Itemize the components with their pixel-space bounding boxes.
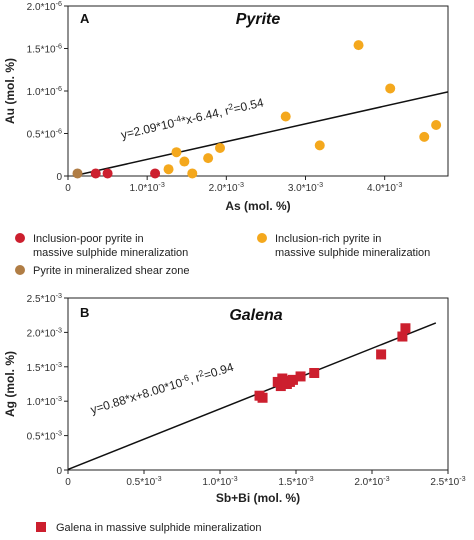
panel-a-data-point-series-0: [102, 168, 113, 179]
legend-label-inclusion-rich: Inclusion-rich pyrite in massive sulphide…: [275, 233, 430, 259]
panel-b-data-point-series-0: [397, 331, 408, 342]
panel-a-plot-frame: [67, 5, 449, 177]
panel-b-plot-frame: [67, 297, 449, 471]
legend-item-inclusion-rich: Inclusion-rich pyrite in massive sulphide…: [257, 233, 430, 259]
panel-a-data-point-series-1: [215, 142, 225, 153]
panel-b-data-point-series-0: [287, 374, 298, 385]
panel-b-x-tick-label: 1.5*10-3​: [278, 474, 313, 488]
panel-a-x-tick-label: 3.0*10-3​: [288, 180, 323, 194]
panel-a-y-tick-label: 1.0*10-6​: [27, 84, 62, 98]
panel-a-data-point-series-0: [90, 168, 101, 179]
legend-label-inclusion-poor: Inclusion-poor pyrite in massive sulphide…: [33, 233, 188, 259]
panel-b-x-tick-label: 1.0*10-3​: [202, 474, 237, 488]
panel-a-x-ticks: 0 1.0*10-3​ 2.0*10-3​ 3.0*10-3​ 4.0*10-3​: [65, 176, 402, 194]
panel-a-title: Pyrite: [236, 11, 281, 28]
legend-marker-galena: [36, 522, 46, 532]
panel-b-x-tick-label: 2.0*10-3​: [354, 474, 389, 488]
panel-a-data-point-series-2: [72, 168, 83, 179]
panel-a-y-tick-label: 0.5*10-6​: [27, 127, 62, 141]
panel-b-x-axis-title: Sb+Bi (mol. %): [216, 491, 300, 505]
legend-marker-inclusion-rich: [257, 233, 267, 243]
legend-label-galena: Galena in massive sulphide mineralizatio…: [56, 522, 261, 534]
panel-b-label: B: [80, 305, 89, 320]
panel-a-trendline: [72, 91, 449, 177]
panel-a-data-point-series-1: [385, 83, 396, 94]
legend-item-galena: Galena in massive sulphide mineralizatio…: [36, 522, 261, 534]
panel-a-data-point-series-1: [203, 153, 214, 164]
panel-a: A Pyrite 0 0.5*10-6​ 1.0*10-6​ 1.5*10-6​ 2.0…: [3, 0, 449, 213]
panel-b-x-tick-label: 2.5*10-3​: [430, 474, 465, 488]
panel-b-y-ticks: 0 0.5*10-3​ 1.0*10-3​ 1.5*10-3​ 2.0*10-3​ 2.5…: [27, 291, 68, 477]
panel-a-x-tick-label: 1.0*10-3​: [130, 180, 165, 194]
legend-marker-inclusion-poor: [15, 233, 25, 243]
panel-a-y-ticks: 0 0.5*10-6​ 1.0*10-6​ 1.5*10-6​ 2.0*10-6​: [27, 0, 68, 183]
panel-a-x-tick-label: 0: [65, 183, 71, 194]
panel-b-y-tick-label: 1.0*10-3​: [27, 394, 62, 408]
panel-b-y-axis-title: Ag (mol. %): [3, 351, 17, 417]
panel-a-x-axis-title: As (mol. %): [225, 199, 290, 213]
panel-b-y-tick-label: 0: [56, 466, 62, 477]
panel-b-data-point-series-0: [309, 367, 320, 378]
panel-b-x-tick-label: 0: [65, 477, 71, 488]
legend-label-shear-zone: Pyrite in mineralized shear zone: [33, 265, 190, 277]
panel-b-x-tick-label: 0.5*10-3​: [126, 474, 161, 488]
panel-a-data-point-series-1: [171, 147, 182, 158]
legend-a: Inclusion-poor pyrite in massive sulphide…: [15, 233, 430, 277]
panel-a-data-point-series-0: [150, 168, 161, 179]
panel-b-x-ticks: 0 0.5*10-3​ 1.0*10-3​ 1.5*10-3​ 2.0*10-3​ 2.5…: [65, 470, 466, 488]
panel-b-data-point-series-0: [257, 392, 268, 403]
panel-a-y-tick-label: 2.0*10-6​: [27, 0, 62, 13]
panel-b-data-point-series-0: [275, 381, 286, 392]
panel-b-y-tick-label: 2.5*10-3​: [27, 291, 62, 305]
panel-b-title: Galena: [229, 307, 282, 324]
panel-b-y-tick-label: 2.0*10-3​: [27, 325, 62, 339]
panel-a-x-tick-label: 2.0*10-3​: [209, 180, 244, 194]
panel-b-data-point-series-0: [295, 371, 306, 382]
panel-a-data-point-series-1: [280, 111, 291, 122]
panel-a-data-point-series-1: [187, 168, 198, 179]
panel-a-y-tick-label: 1.5*10-6​: [27, 42, 62, 56]
legend-item-shear-zone: Pyrite in mineralized shear zone: [15, 265, 190, 277]
panel-b-y-tick-label: 1.5*10-3​: [27, 360, 62, 374]
panel-a-data-point-series-1: [314, 140, 325, 151]
legend-b: Galena in massive sulphide mineralizatio…: [36, 522, 261, 534]
panel-b-trendline: [67, 322, 437, 471]
panel-a-data-point-series-1: [419, 131, 430, 142]
panel-b-data-point-series-0: [376, 349, 387, 360]
panel-b-points: [254, 323, 411, 403]
panel-b-data-point-series-0: [400, 323, 411, 334]
panel-a-y-tick-label: 0: [56, 172, 62, 183]
panel-a-data-point-series-1: [353, 40, 364, 51]
panel-a-data-point-series-1: [163, 164, 174, 175]
panel-a-x-tick-label: 4.0*10-3​: [367, 180, 402, 194]
panel-a-data-point-series-1: [431, 120, 442, 130]
panel-a-points: [72, 40, 442, 179]
legend-marker-shear-zone: [15, 265, 25, 275]
panel-b-y-tick-label: 0.5*10-3​: [27, 429, 62, 443]
legend-item-inclusion-poor: Inclusion-poor pyrite in massive sulphide…: [15, 233, 188, 259]
panel-a-y-axis-title: Au (mol. %): [3, 58, 17, 124]
panel-a-label: A: [80, 11, 90, 26]
panel-b: B Galena 0 0.5*10-3​ 1.0*10-3​ 1.5*10-3​ 2.0…: [3, 291, 466, 505]
panel-a-data-point-series-1: [179, 156, 190, 167]
